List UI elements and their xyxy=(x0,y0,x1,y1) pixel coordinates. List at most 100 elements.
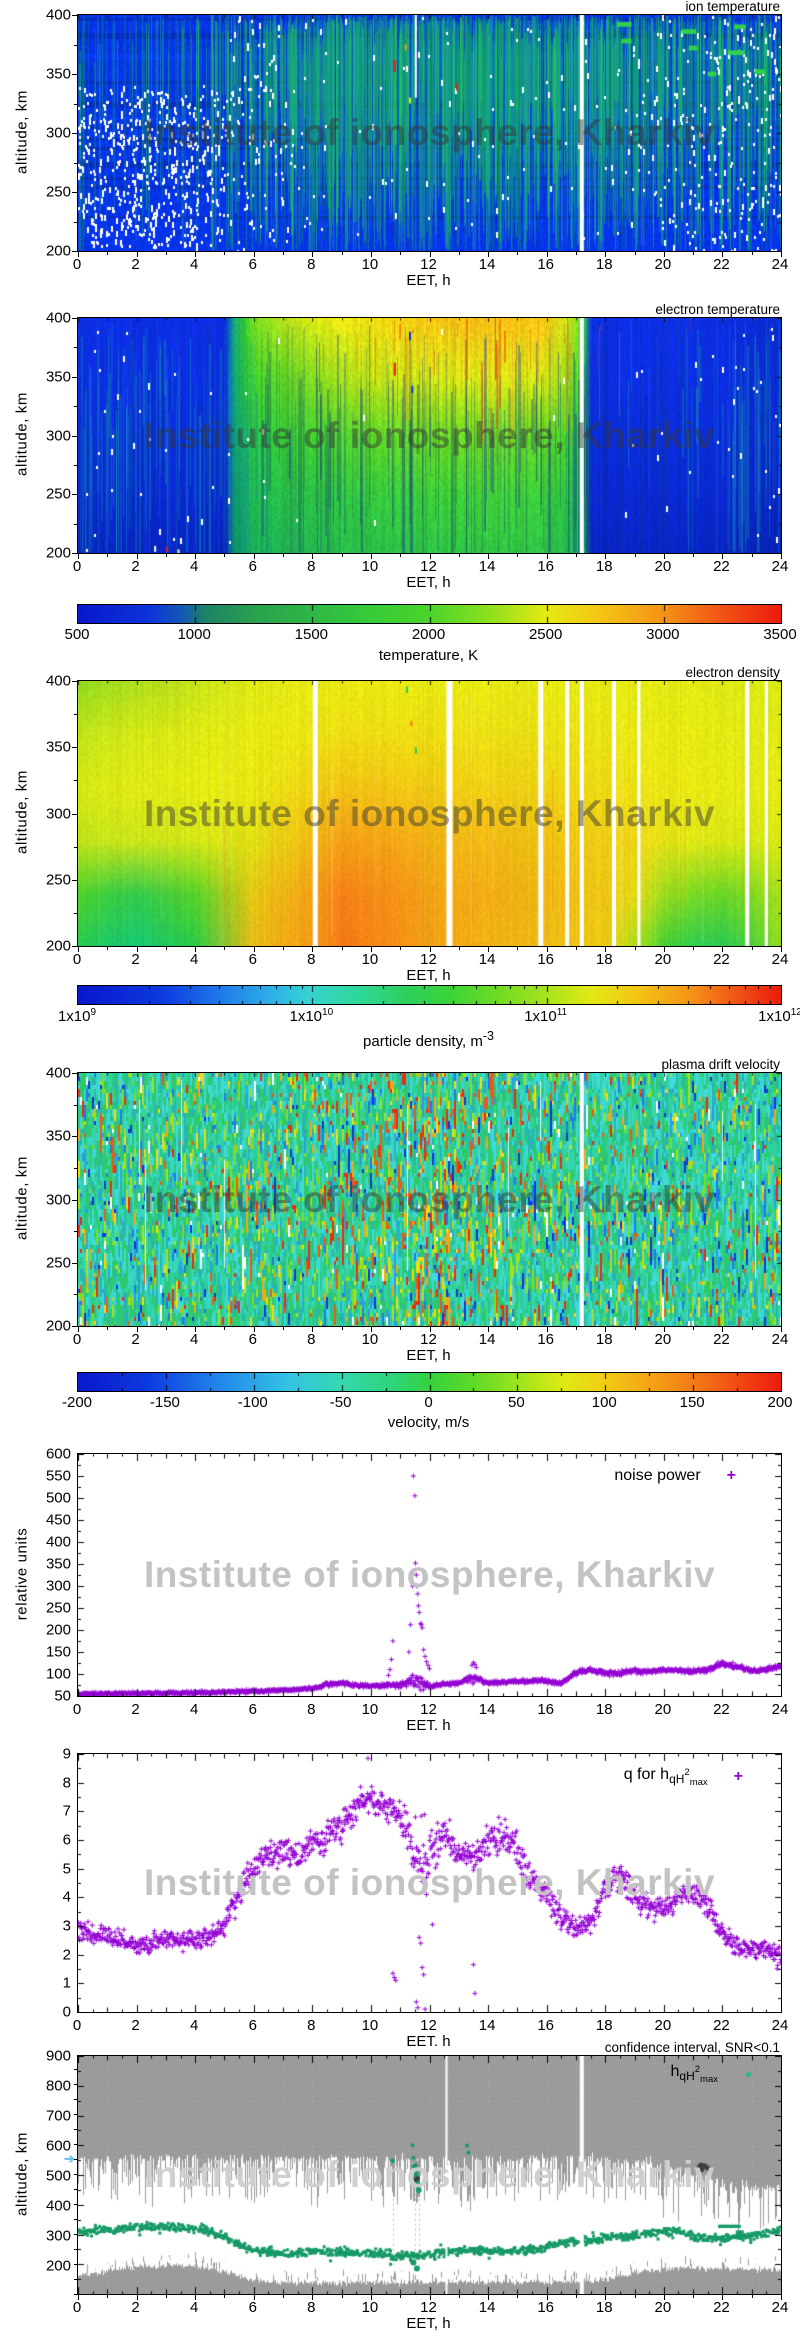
y-tick-label: 200 xyxy=(45,544,71,562)
legend-label: q for hqH2max xyxy=(623,1766,708,1788)
x-tick-label: 14 xyxy=(478,256,496,273)
colorbar-tick-label: -50 xyxy=(329,1394,352,1411)
x-tick-label: 2 xyxy=(131,2017,140,2034)
x-tick-label: 12 xyxy=(420,1331,437,1348)
velocity-colorbar-labels: -200 -150 -100 -50 0 50 100 150 200 xyxy=(62,1394,793,1412)
confidence-interval-canvas xyxy=(78,2056,781,2294)
y-tick-label: 7 xyxy=(62,1802,71,1820)
colorbar-tick-label: 0 xyxy=(424,1394,433,1411)
y-tick-label: 900 xyxy=(45,2047,71,2065)
y-tick-label: 1 xyxy=(62,1974,71,1992)
x-tick-label: 12 xyxy=(420,2017,437,2034)
colorbar-tick-label: 1x1012 xyxy=(758,1007,800,1025)
x-tick-label: 6 xyxy=(248,256,257,273)
density-colorbar-caption: particle density, m-3 xyxy=(363,1029,494,1050)
x-tick-labels: 0 2 4 6 8 10 12 14 16 18 20 22 24 xyxy=(73,2017,789,2034)
y-tick-label: 4 xyxy=(62,1888,71,1906)
y-tick-label: 300 xyxy=(45,1191,71,1208)
x-tick-label: 18 xyxy=(595,2017,613,2034)
x-tick-label: 0 xyxy=(72,2299,82,2316)
x-tick-label: 8 xyxy=(307,951,316,968)
x-tick-label: 10 xyxy=(361,1701,379,1718)
confidence-interval-plot: Institute of ionosphere, Kharkiv hqH2max xyxy=(77,2055,782,2295)
x-tick-label: 18 xyxy=(595,558,613,575)
y-tick-label: 200 xyxy=(45,1621,71,1639)
x-axis-title: EET. h xyxy=(406,2033,451,2050)
x-tick-label: 14 xyxy=(478,2017,496,2034)
velocity-colorbar-canvas xyxy=(78,1373,781,1391)
panel-title-electron-density: electron density xyxy=(685,665,780,680)
y-tick-label: 250 xyxy=(45,183,71,201)
y-tick-label: 6 xyxy=(62,1831,71,1849)
x-tick-labels: 0 2 4 6 8 10 12 14 16 18 20 22 24 xyxy=(73,256,789,273)
x-tick-label: 22 xyxy=(713,256,730,273)
x-tick-label: 0 xyxy=(72,2017,82,2034)
y-tick-label: 9 xyxy=(62,1745,71,1763)
y-tick-label: 300 xyxy=(45,805,71,822)
left-arrow-marker-icon: ➔ xyxy=(64,2151,75,2167)
colorbar-tick-label: 1x1011 xyxy=(524,1007,568,1025)
y-tick-label: 400 xyxy=(45,6,71,24)
x-tick-label: 2 xyxy=(131,1701,140,1718)
y-axis-label-altitude: altitude, km xyxy=(13,1156,31,1240)
colorbar-tick-label: 1500 xyxy=(294,626,329,643)
colorbar-tick-label: 50 xyxy=(508,1394,525,1411)
x-tick-label: 20 xyxy=(654,558,672,575)
x-tick-label: 10 xyxy=(361,558,379,575)
x-tick-label: 16 xyxy=(537,1331,554,1348)
electron-temperature-canvas xyxy=(78,318,781,553)
plus-marker-icon: + xyxy=(733,1768,743,1785)
colorbar-tick-label: 3000 xyxy=(646,626,680,643)
y-tick-label: 350 xyxy=(45,65,71,83)
density-unit-exponent: -3 xyxy=(482,1029,494,1043)
x-tick-label: 6 xyxy=(248,558,257,575)
x-tick-label: 16 xyxy=(537,256,554,273)
x-tick-labels: 0 2 4 6 8 10 12 14 16 18 20 22 24 xyxy=(73,1701,789,1718)
x-tick-label: 14 xyxy=(478,951,496,968)
y-axis-label-altitude: altitude, km xyxy=(13,2132,31,2216)
x-tick-label: 18 xyxy=(595,1701,613,1718)
x-tick-label: 24 xyxy=(771,1331,789,1348)
colorbar-tick-label: 100 xyxy=(591,1394,617,1411)
y-axis-label-altitude: altitude, km xyxy=(13,90,31,174)
y-axis-label-altitude: altitude, km xyxy=(13,392,31,476)
y-tick-label: 150 xyxy=(45,1643,71,1661)
x-tick-label: 8 xyxy=(307,2299,316,2316)
x-tick-label: 16 xyxy=(537,2017,554,2034)
x-tick-label: 10 xyxy=(361,2299,379,2316)
x-tick-label: 6 xyxy=(248,2299,257,2316)
x-tick-label: 12 xyxy=(420,256,437,273)
temperature-colorbar-canvas xyxy=(78,605,781,623)
green-dot-marker-icon xyxy=(746,2071,751,2077)
x-tick-label: 4 xyxy=(189,558,199,575)
x-tick-label: 2 xyxy=(131,558,140,575)
x-tick-label: 20 xyxy=(654,256,672,273)
x-tick-label: 16 xyxy=(537,951,554,968)
x-axis-title: EET. h xyxy=(406,1717,451,1734)
electron-density-heatmap: Institute of ionosphere, Kharkiv xyxy=(77,680,782,947)
y-tick-label: 350 xyxy=(45,738,71,756)
x-tick-label: 20 xyxy=(654,951,672,968)
colorbar-tick-label: 2000 xyxy=(411,626,446,643)
x-tick-label: 18 xyxy=(595,2299,613,2316)
ion-temperature-heatmap: Institute of ionosphere, Kharkiv xyxy=(77,14,782,252)
y-tick-label: 350 xyxy=(45,368,71,386)
hqh2max-legend: hqH2max xyxy=(671,2063,751,2085)
x-tick-label: 10 xyxy=(361,951,379,968)
colorbar-tick-label: 2500 xyxy=(528,626,563,643)
q-factor-canvas xyxy=(78,1754,781,2012)
x-axis-title: EET, h xyxy=(406,2315,451,2332)
colorbar-tick-label: 1x1010 xyxy=(289,1007,334,1025)
x-tick-label: 2 xyxy=(131,951,140,968)
velocity-colorbar xyxy=(77,1372,782,1392)
x-tick-label: 22 xyxy=(713,951,730,968)
x-tick-label: 12 xyxy=(420,2299,437,2316)
x-tick-label: 0 xyxy=(72,1701,82,1718)
y-tick-label: 5 xyxy=(62,1860,71,1878)
y-tick-label: 50 xyxy=(54,1687,71,1705)
x-tick-labels: 0 2 4 6 8 10 12 14 16 18 20 22 24 xyxy=(73,951,789,968)
x-tick-label: 14 xyxy=(478,558,496,575)
y-tick-label: 550 xyxy=(45,1467,71,1485)
panel-title-plasma-drift: plasma drift velocity xyxy=(661,1057,780,1072)
